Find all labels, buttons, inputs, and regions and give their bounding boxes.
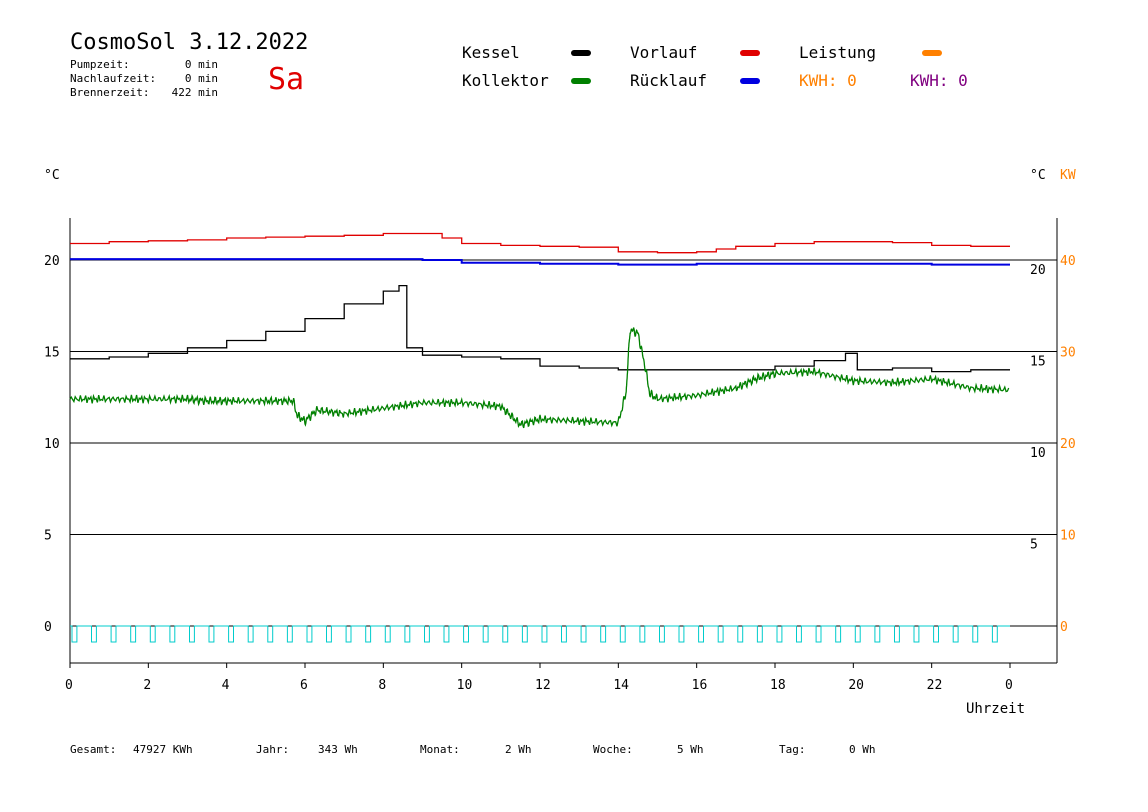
legend-ruecklauf-label: Rücklauf [630, 71, 708, 90]
legend-kwh-orange: KWH: 0 [799, 71, 857, 90]
x-tick-label: 0 [1005, 678, 1013, 693]
left-axis-unit: °C [44, 168, 60, 183]
stat-pumpzeit-label: Pumpzeit: [70, 58, 130, 71]
y-tick-label-left: 10 [44, 437, 60, 452]
x-tick-label: 18 [770, 678, 786, 693]
series-kessel [70, 284, 1010, 373]
footer-gesamt-label: Gesamt: [70, 743, 117, 756]
legend-kollektor-label: Kollektor [462, 71, 549, 90]
legend-vorlauf-swatch [740, 50, 760, 56]
series-rücklauf [70, 258, 1010, 266]
x-tick-label: 16 [692, 678, 708, 693]
y-tick-label-right-temp: 15 [1030, 355, 1046, 370]
footer-monat-label: Monat: [420, 743, 460, 756]
weekday-label: Sa [268, 62, 305, 97]
footer-monat-value: 2 Wh [505, 743, 532, 756]
legend-leistung-label: Leistung [799, 43, 877, 62]
y-tick-label-left: 5 [44, 529, 52, 544]
y-tick-label-left: 20 [44, 254, 60, 269]
x-tick-label: 22 [927, 678, 943, 693]
legend-kollektor-swatch [571, 78, 591, 84]
right-axis-power-unit: KW [1060, 168, 1076, 183]
footer-tag-label: Tag: [779, 743, 806, 756]
legend-ruecklauf-swatch [740, 78, 760, 84]
y-tick-label-right-power: 30 [1060, 346, 1076, 361]
y-tick-label-right-temp: 20 [1030, 263, 1046, 278]
x-tick-label: 6 [300, 678, 308, 693]
footer-jahr-value: 343 Wh [318, 743, 358, 756]
series-kollektor [69, 327, 1010, 429]
footer-woche-label: Woche: [593, 743, 633, 756]
x-tick-label: 12 [535, 678, 551, 693]
x-tick-label: 2 [143, 678, 151, 693]
series-vorlauf [70, 232, 1010, 254]
y-tick-label-left: 0 [44, 620, 52, 635]
y-tick-label-right-power: 10 [1060, 529, 1076, 544]
right-axis-temp-unit: °C [1030, 168, 1046, 183]
y-tick-label-left: 15 [44, 346, 60, 361]
legend-vorlauf-label: Vorlauf [630, 43, 698, 62]
footer-gesamt-value: 47927 KWh [133, 743, 193, 756]
y-tick-label-right-power: 40 [1060, 254, 1076, 269]
x-tick-label: 0 [65, 678, 73, 693]
series-pump-signal [70, 625, 1010, 643]
footer-jahr-label: Jahr: [256, 743, 290, 756]
x-tick-label: 20 [848, 678, 864, 693]
x-tick-label: 10 [457, 678, 473, 693]
y-tick-label-right-temp: 5 [1030, 538, 1038, 553]
legend-leistung-swatch [922, 50, 942, 56]
x-axis-label: Uhrzeit [966, 701, 1026, 717]
footer-woche-value: 5 Wh [677, 743, 704, 756]
stat-brennerzeit-label: Brennerzeit: [70, 86, 150, 99]
stat-nachlaufzeit-label: Nachlaufzeit: [70, 72, 157, 85]
y-tick-label-right-power: 0 [1060, 620, 1068, 635]
stat-nachlaufzeit-value: 0 min [184, 72, 218, 85]
footer-tag-value: 0 Wh [849, 743, 876, 756]
x-tick-label: 14 [613, 678, 629, 693]
legend-kwh-purple: KWH: 0 [910, 71, 968, 90]
y-tick-label-right-power: 20 [1060, 437, 1076, 452]
y-tick-label-right-temp: 10 [1030, 446, 1046, 461]
chart-title: CosmoSol 3.12.2022 [70, 30, 309, 55]
x-tick-label: 4 [222, 678, 230, 693]
legend-kessel-swatch [571, 50, 591, 56]
stat-brennerzeit-value: 422 min [171, 86, 218, 99]
stat-pumpzeit-value: 0 min [184, 58, 218, 71]
legend-kessel-label: Kessel [462, 43, 520, 62]
x-tick-label: 8 [378, 678, 386, 693]
